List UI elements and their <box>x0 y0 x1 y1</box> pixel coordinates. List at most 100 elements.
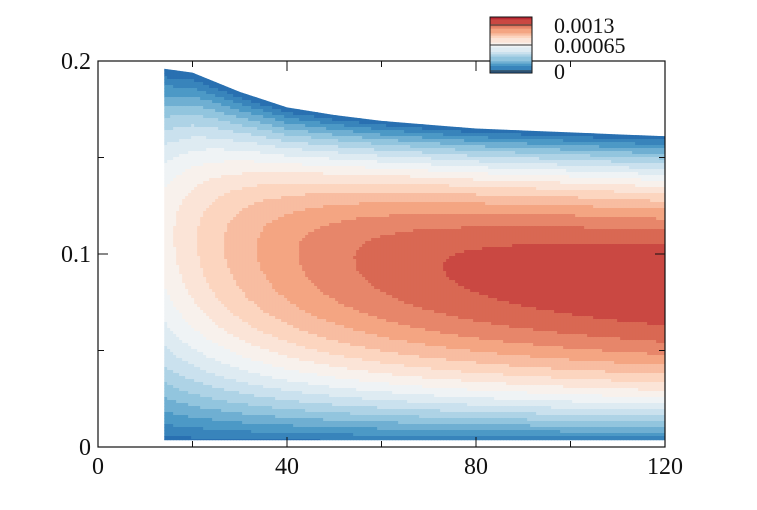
contour-cell <box>206 328 210 332</box>
contour-cell <box>167 253 171 257</box>
contour-cell <box>224 412 228 416</box>
contour-cell <box>254 211 258 215</box>
contour-cell <box>170 145 174 149</box>
contour-cell <box>248 220 252 224</box>
contour-cell <box>164 68 168 71</box>
contour-cell <box>218 250 222 254</box>
contour-cell <box>266 211 270 215</box>
contour-cell <box>170 112 174 116</box>
contour-cell <box>230 331 234 335</box>
contour-cell <box>224 160 228 164</box>
contour-cell <box>224 175 228 179</box>
contour-cell <box>236 367 240 371</box>
contour-cell <box>206 265 210 269</box>
contour-cell <box>239 298 243 302</box>
contour-cell <box>209 106 213 110</box>
contour-cell <box>260 97 264 101</box>
contour-cell <box>239 385 243 389</box>
contour-cell <box>281 400 285 404</box>
contour-cell <box>179 184 183 188</box>
contour-cell <box>218 205 222 209</box>
contour-cell <box>260 325 264 329</box>
contour-cell <box>200 193 204 197</box>
contour-cell <box>257 97 261 101</box>
contour-cell <box>191 436 195 440</box>
contour-cell <box>170 199 174 203</box>
contour-cell <box>245 136 249 140</box>
contour-cell <box>191 205 195 209</box>
contour-cell <box>200 271 204 275</box>
contour-cell <box>173 403 177 407</box>
contour-cell <box>179 190 183 194</box>
contour-cell <box>242 196 246 200</box>
contour-cell <box>242 310 246 314</box>
contour-cell <box>260 262 264 266</box>
contour-cell <box>284 280 288 284</box>
contour-cell <box>170 148 174 152</box>
contour-cell <box>233 409 237 413</box>
contour-cell <box>269 370 273 374</box>
contour-cell <box>179 115 183 119</box>
contour-cell <box>254 142 258 146</box>
contour-cell <box>185 412 189 416</box>
contour-cell <box>212 214 216 218</box>
contour-cell <box>164 250 168 254</box>
contour-cell <box>182 115 186 119</box>
contour-cell <box>212 217 216 221</box>
contour-cell <box>170 103 174 107</box>
contour-cell <box>200 88 204 92</box>
contour-cell <box>233 328 237 332</box>
contour-cell <box>164 139 168 143</box>
contour-cell <box>179 301 183 305</box>
contour-cell <box>263 289 267 293</box>
contour-cell <box>218 100 222 104</box>
contour-cell <box>245 118 249 122</box>
contour-cell <box>185 145 189 149</box>
contour-cell <box>176 271 180 275</box>
contour-cell <box>239 262 243 266</box>
contour-cell <box>251 220 255 224</box>
contour-cell <box>194 97 198 101</box>
contour-cell <box>248 109 252 113</box>
contour-cell <box>266 214 270 218</box>
contour-cell <box>167 250 171 254</box>
contour-cell <box>212 130 216 134</box>
contour-cell <box>188 433 192 437</box>
contour-cell <box>278 295 282 299</box>
contour-cell <box>209 82 213 86</box>
contour-cell <box>164 100 168 104</box>
contour-cell <box>191 331 195 335</box>
contour-cell <box>263 427 267 431</box>
contour-cell <box>239 142 243 146</box>
contour-cell <box>230 256 234 260</box>
contour-cell <box>176 349 180 353</box>
contour-cell <box>173 304 177 308</box>
contour-cell <box>197 139 201 143</box>
contour-cell <box>260 169 264 173</box>
contour-cell <box>275 142 279 146</box>
contour-cell <box>287 268 291 272</box>
contour-cell <box>266 115 270 119</box>
contour-cell <box>272 406 276 410</box>
contour-cell <box>218 94 222 98</box>
contour-cell <box>239 214 243 218</box>
contour-cell <box>242 145 246 149</box>
contour-cell <box>239 316 243 320</box>
contour-cell <box>278 187 282 191</box>
contour-cell <box>233 175 237 179</box>
contour-cell <box>263 382 267 386</box>
contour-cell <box>242 289 246 293</box>
contour-cell <box>245 415 249 419</box>
contour-cell <box>176 235 180 239</box>
contour-cell <box>230 205 234 209</box>
contour-cell <box>275 427 279 431</box>
contour-cell <box>221 172 225 176</box>
contour-cell <box>266 289 270 293</box>
contour-cell <box>272 124 276 128</box>
contour-cell <box>203 349 207 353</box>
contour-cell <box>191 415 195 419</box>
contour-cell <box>272 121 276 125</box>
contour-cell <box>242 130 246 134</box>
contour-cell <box>194 205 198 209</box>
contour-cell <box>185 76 189 80</box>
